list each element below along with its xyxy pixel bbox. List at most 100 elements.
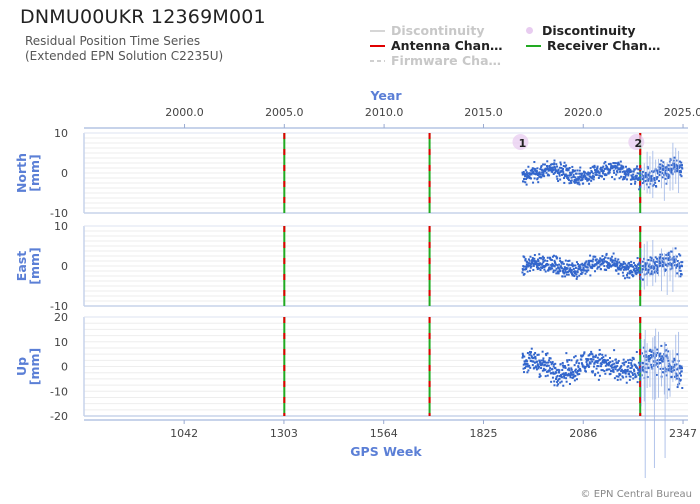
residual-point [581, 362, 584, 365]
residual-point [530, 265, 533, 268]
residual-point [546, 263, 549, 266]
residual-point [590, 265, 593, 268]
residual-point [664, 370, 667, 373]
residual-point [596, 167, 599, 170]
residual-point [611, 255, 614, 258]
residual-point [663, 171, 666, 174]
residual-point [562, 364, 565, 367]
residual-point [526, 352, 529, 355]
residual-point [629, 170, 632, 173]
residual-point [566, 359, 569, 362]
residual-point [614, 164, 617, 167]
residual-point [555, 163, 558, 166]
residual-point [632, 377, 635, 380]
residual-point [591, 371, 594, 374]
residual-point [641, 182, 644, 185]
residual-point [636, 269, 639, 272]
residual-point [562, 262, 565, 265]
residual-point [565, 164, 568, 167]
residual-point [542, 265, 545, 268]
residual-point [557, 368, 560, 371]
legend-label: Discontinuity [542, 23, 636, 38]
residual-point [607, 172, 610, 175]
residual-point [544, 368, 547, 371]
residual-point [623, 262, 626, 265]
residual-point [556, 172, 559, 175]
gps-week-tick-label: 1042 [170, 427, 198, 440]
residual-point [523, 360, 526, 363]
residual-point [618, 368, 621, 371]
residual-point [583, 171, 586, 174]
residual-point [535, 171, 538, 174]
residual-point [532, 171, 535, 174]
residual-point [527, 174, 530, 177]
legend-item-antenna-change[interactable]: Antenna Chan… [370, 38, 503, 53]
y-tick-label: -10 [50, 300, 68, 313]
residual-point [573, 356, 576, 359]
legend-item-discontinuity-line[interactable]: Discontinuity [370, 23, 484, 38]
residual-point [579, 166, 582, 169]
residual-point [570, 173, 573, 176]
residual-point [615, 170, 618, 173]
residual-point [565, 273, 568, 276]
residual-point [556, 256, 559, 259]
residual-point [597, 176, 600, 179]
residual-point [680, 273, 683, 276]
residual-point [627, 361, 630, 364]
residual-point [524, 169, 527, 172]
residual-point [638, 261, 641, 264]
residual-point [667, 262, 670, 265]
residual-point [541, 363, 544, 366]
residual-point [672, 365, 675, 368]
gps-week-tick-label: 1825 [469, 427, 497, 440]
panel-east: 10 0 -10 East[mm] [14, 220, 688, 313]
residual-point [659, 253, 662, 256]
residual-point [561, 361, 564, 364]
residual-point [544, 352, 547, 355]
residual-point [660, 159, 663, 162]
residual-point [533, 259, 536, 262]
residual-point [525, 263, 528, 266]
residual-point [579, 369, 582, 372]
residual-point [595, 173, 598, 176]
residual-point [652, 258, 655, 261]
residual-point [615, 173, 618, 176]
residual-point [577, 366, 580, 369]
residual-point [596, 360, 599, 363]
residual-point [635, 167, 638, 170]
residual-points [521, 344, 684, 391]
residual-point [531, 260, 534, 263]
residual-point [529, 351, 532, 354]
residual-point [655, 270, 658, 273]
residual-point [653, 356, 656, 359]
residual-point [523, 173, 526, 176]
residual-point [602, 356, 605, 359]
residual-point [641, 260, 644, 263]
residual-point [631, 271, 634, 274]
residual-point [542, 256, 545, 259]
residual-point [641, 265, 644, 268]
residual-point [625, 264, 628, 267]
residual-point [569, 374, 572, 377]
residual-point [576, 275, 579, 278]
residual-point [615, 264, 618, 267]
residual-point [628, 375, 631, 378]
residual-point [536, 258, 539, 261]
residual-point [527, 264, 530, 267]
residual-point [638, 185, 641, 188]
residual-point [573, 364, 576, 367]
residual-point [628, 276, 631, 279]
residual-point [553, 265, 556, 268]
residual-point [592, 172, 595, 175]
residual-point [601, 369, 604, 372]
residual-point [573, 178, 576, 181]
legend-item-discontinuity-dot[interactable]: Discontinuity [522, 23, 635, 38]
residual-point [594, 173, 597, 176]
residual-point [594, 255, 597, 258]
residual-point [558, 377, 561, 380]
residual-point [628, 373, 631, 376]
legend-item-receiver-change[interactable]: Receiver Chan… [526, 38, 660, 53]
legend-item-firmware-change[interactable]: Firmware Cha… [370, 53, 501, 68]
gps-week-axis-title: GPS Week [350, 444, 422, 459]
